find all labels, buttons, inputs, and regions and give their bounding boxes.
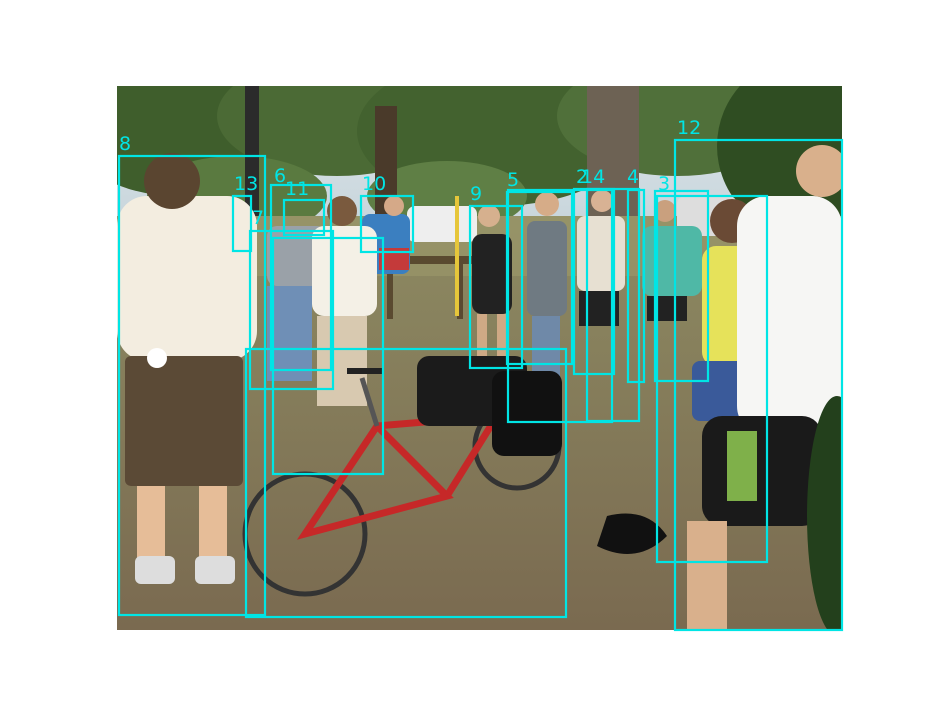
ground-bag [597, 513, 667, 554]
park-gathering-photo [117, 86, 842, 630]
white-car [407, 206, 477, 242]
